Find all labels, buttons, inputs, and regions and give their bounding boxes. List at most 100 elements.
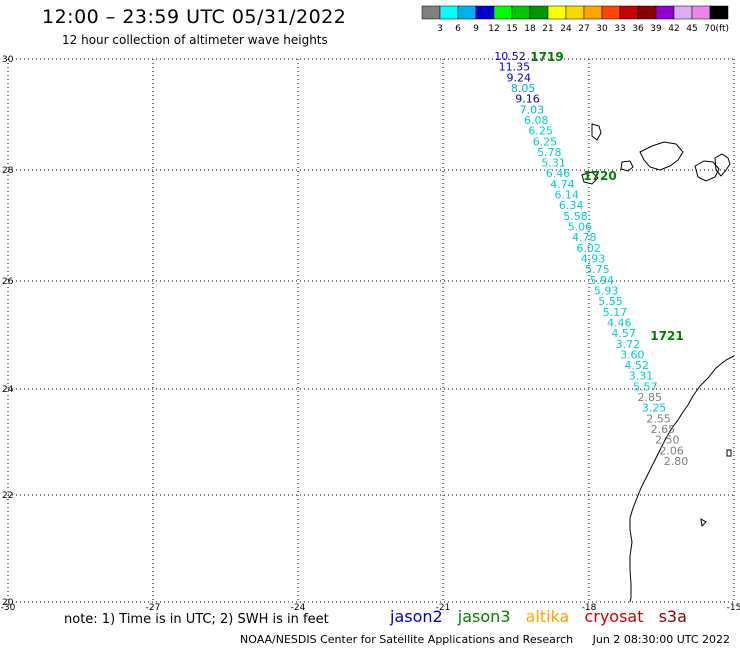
scale-unit: (ft) [715, 24, 729, 33]
wave-height-label: 5.31 [541, 157, 566, 170]
wave-height-label: 5.58 [563, 210, 588, 223]
wave-height-label: 2.85 [638, 391, 663, 404]
time-label: 1720 [583, 169, 616, 183]
scale-label: 24 [560, 24, 572, 33]
latitude-label: 24 [2, 385, 14, 395]
longitude-label: -27 [146, 603, 161, 613]
wave-height-label: 3.25 [642, 402, 667, 415]
wave-height-label: 2.65 [651, 423, 676, 436]
satellite-legend-s3a: s3a [658, 607, 687, 626]
scale-label: 3 [437, 24, 443, 33]
scale-box [457, 5, 477, 20]
scale-box [709, 5, 729, 20]
wave-height-label: 6.46 [546, 167, 571, 180]
scale-label: 12 [488, 24, 499, 33]
wave-height-label: 4.74 [550, 178, 575, 191]
island-la-palma [591, 123, 602, 141]
footer-credit: NOAA/NESDIS Center for Satellite Applica… [240, 633, 730, 646]
scale-box [565, 5, 585, 20]
wave-height-label: 4.46 [607, 316, 632, 329]
scale-label: 30 [596, 24, 608, 33]
wave-height-label: 5.06 [568, 221, 593, 234]
latitude-label: 30 [2, 55, 14, 65]
track-time-labels: 1719 1720 1721 [530, 50, 683, 343]
scale-box [511, 5, 531, 20]
latitude-labels: 30 28 26 24 22 20 [2, 55, 14, 608]
time-label: 1719 [530, 50, 563, 64]
longitude-label: -18 [582, 603, 597, 613]
wave-height-label: 6.02 [576, 242, 601, 255]
scale-box [673, 5, 693, 20]
wave-height-label: 5.17 [603, 306, 628, 319]
wave-height-label: 7.03 [520, 103, 545, 116]
wave-height-label: 9.16 [515, 93, 540, 106]
wave-height-label: 3.60 [620, 348, 645, 361]
credit-timestamp: Jun 2 08:30:00 UTC 2022 [592, 633, 731, 646]
africa-coastline [629, 355, 735, 603]
wave-height-label: 4.52 [624, 359, 649, 372]
scale-label: 9 [473, 24, 479, 33]
scale-box [439, 5, 459, 20]
wave-height-label: 6.25 [528, 125, 553, 138]
time-label: 1721 [650, 329, 683, 343]
satellite-legend-jason3: jason3 [457, 607, 511, 626]
island-fuerteventura [714, 153, 731, 177]
scale-label: 36 [632, 24, 644, 33]
wave-height-label: 10.52 [494, 50, 526, 63]
scale-box [529, 5, 549, 20]
scale-label: 45 [686, 24, 697, 33]
wave-height-label: 5.93 [594, 284, 619, 297]
wave-height-label: 5.55 [598, 295, 623, 308]
wave-height-label: 6.34 [559, 199, 584, 212]
page-subtitle: 12 hour collection of altimeter wave hei… [62, 33, 328, 47]
latitude-label: 28 [2, 166, 14, 176]
color-scale: 3 6 9 12 15 18 21 24 27 30 33 36 39 42 45 70 (ft) [421, 5, 729, 33]
island-la-gomera [620, 160, 634, 172]
wave-height-label: 8.05 [511, 82, 536, 95]
wave-height-label: 2.50 [655, 434, 680, 447]
scale-label: 33 [614, 24, 625, 33]
scale-box [637, 5, 657, 20]
scale-label: 6 [455, 24, 461, 33]
wave-height-label: 2.55 [646, 412, 671, 425]
scale-label: 21 [542, 24, 553, 33]
page-title: 12:00 – 23:59 UTC 05/31/2022 [42, 6, 347, 28]
scale-box [421, 5, 441, 20]
longitude-labels: -30 -27 -24 -21 -18 -15 [1, 603, 740, 613]
satellite-legend: jason2 jason3 altika cryosat s3a [390, 607, 697, 626]
scale-label: 27 [578, 24, 589, 33]
satellite-legend-jason2: jason2 [390, 607, 443, 626]
wave-height-label: 5.94 [589, 274, 614, 287]
satellite-track: 10.5211.359.248.059.167.036.086.256.255.… [494, 50, 688, 468]
wave-height-label: 2.80 [664, 455, 689, 468]
islet-south [700, 518, 707, 528]
latitude-label: 20 [2, 598, 14, 608]
latitude-label: 22 [2, 491, 13, 501]
scale-box [619, 5, 639, 20]
wave-height-label: 5.78 [537, 146, 562, 159]
satellite-legend-cryosat: cryosat [584, 607, 644, 626]
wave-height-label: 3.31 [629, 370, 654, 383]
coastline [581, 123, 735, 603]
scale-label: 39 [650, 24, 662, 33]
map-grid [7, 58, 735, 603]
island-gran-canaria [694, 160, 720, 182]
islet-east [726, 449, 732, 457]
scale-box [475, 5, 495, 20]
longitude-label: -24 [291, 603, 306, 613]
credit-text: NOAA/NESDIS Center for Satellite Applica… [240, 633, 574, 646]
scale-label: 18 [524, 24, 536, 33]
color-scale-labels: 3 6 9 12 15 18 21 24 27 30 33 36 39 42 45 70 (ft) [437, 24, 729, 33]
color-scale-boxes [421, 5, 729, 20]
wave-height-label: 4.78 [572, 231, 597, 244]
footer-note: note: 1) Time is in UTC; 2) SWH is in fe… [64, 612, 329, 627]
longitude-label: -21 [436, 603, 451, 613]
scale-box [655, 5, 675, 20]
scale-box [547, 5, 567, 20]
scale-box [601, 5, 621, 20]
island-tenerife [639, 141, 684, 171]
wave-height-label: 6.25 [533, 135, 558, 148]
latitude-label: 26 [2, 277, 14, 287]
wave-height-label: 6.14 [555, 189, 580, 202]
